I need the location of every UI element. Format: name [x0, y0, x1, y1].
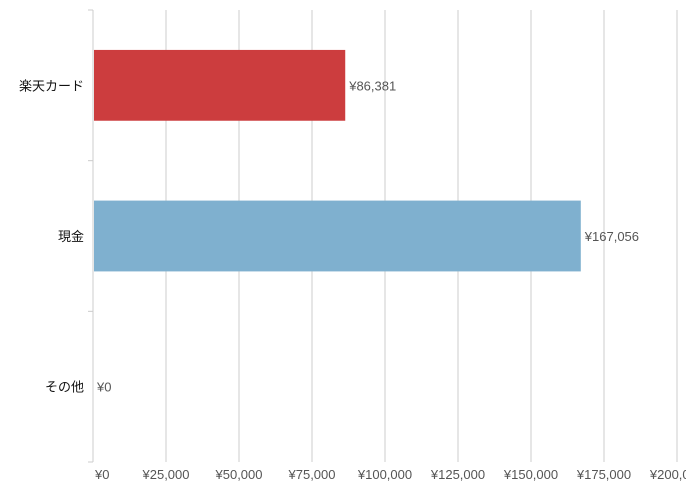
x-tick-label: ¥150,000: [503, 467, 558, 482]
x-tick-label: ¥75,000: [288, 467, 336, 482]
bar: [94, 200, 581, 272]
category-label: その他: [45, 380, 84, 395]
category-label: 現金: [58, 229, 84, 244]
x-tick-label: ¥175,000: [576, 467, 631, 482]
x-tick-label: ¥0: [94, 467, 109, 482]
bar: [94, 49, 346, 121]
y-axis: [88, 9, 94, 463]
x-tick-label: ¥200,000: [649, 467, 686, 482]
data-label: ¥0: [96, 380, 111, 395]
category-label: 楽天カード: [19, 78, 84, 93]
bars: [94, 49, 581, 272]
x-tick-label: ¥50,000: [215, 467, 263, 482]
labels: ¥0 ¥25,000 ¥50,000 ¥75,000 ¥100,000 ¥125,000 ¥…: [19, 78, 686, 482]
x-tick-label: ¥125,000: [430, 467, 485, 482]
data-label: ¥167,056: [584, 229, 639, 244]
data-label: ¥86,381: [348, 78, 396, 93]
x-tick-label: ¥100,000: [357, 467, 412, 482]
x-tick-label: ¥25,000: [142, 467, 190, 482]
